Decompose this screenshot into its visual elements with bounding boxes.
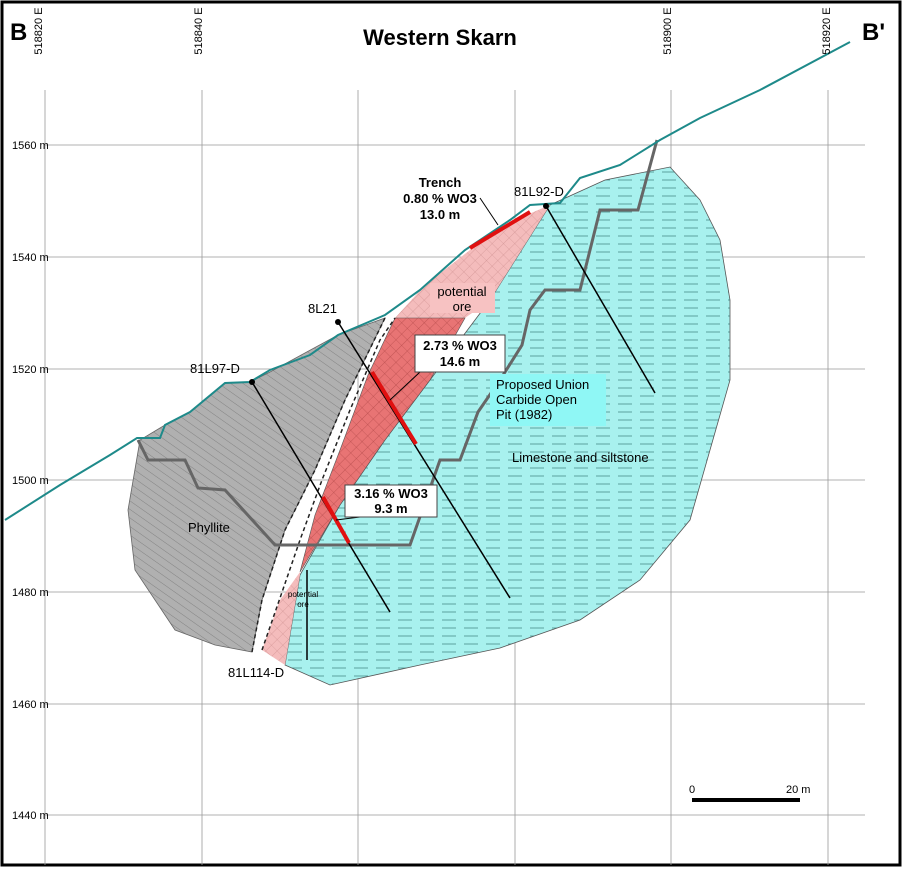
- potential-ore-lower: [262, 572, 300, 665]
- ore-zone: [299, 317, 466, 573]
- pit-outline: [136, 139, 659, 547]
- intercept-length: 13.0 m: [420, 207, 460, 222]
- collar: [335, 319, 341, 325]
- label-box: [430, 283, 495, 313]
- elevation-label: 1520 m: [12, 364, 49, 376]
- elevation-label: 1480 m: [12, 587, 49, 599]
- collar: [249, 379, 255, 385]
- intercept-length: 14.6 m: [440, 354, 480, 369]
- scale-label: 20 m: [786, 784, 810, 796]
- intercept-grade: 0.80 % WO3: [403, 191, 477, 206]
- elevation-label: 1440 m: [12, 810, 49, 822]
- intercept-grade: 2.73 % WO3: [423, 338, 497, 353]
- drill-hole: [545, 205, 656, 394]
- section-end: B: [10, 19, 27, 46]
- drill-hole: [337, 321, 511, 599]
- elevation-label: 1500 m: [12, 475, 49, 487]
- elevation-label: 1460 m: [12, 699, 49, 711]
- contact-line: [261, 317, 396, 651]
- collar: [543, 203, 549, 209]
- contact-line: [251, 317, 386, 653]
- unit-label: potential ore: [437, 284, 486, 314]
- elevation-label: 1540 m: [12, 252, 49, 264]
- section-end: B': [862, 19, 885, 46]
- easting-label: 518900 E: [662, 7, 674, 54]
- leader: [479, 197, 499, 226]
- label-box: [414, 334, 506, 373]
- easting-label: 518820 E: [33, 7, 45, 54]
- drill-hole: [251, 381, 391, 613]
- intercept-name: Trench: [419, 175, 462, 190]
- intercept-length: 9.3 m: [374, 501, 407, 516]
- easting-label: 518840 E: [193, 7, 205, 54]
- topography: [4, 41, 851, 521]
- intercept: [370, 370, 418, 446]
- unit-label: potential ore: [288, 590, 318, 609]
- drill-hole-label: 8L21: [308, 301, 337, 316]
- leader: [389, 371, 421, 401]
- intercept: [468, 210, 532, 250]
- drill-holes: [251, 205, 656, 660]
- easting-label: 518920 E: [821, 7, 833, 54]
- elevation-label: 1560 m: [12, 140, 49, 152]
- label-box: [344, 484, 438, 518]
- title: Western Skarn: [363, 25, 517, 50]
- unit-label: Limestone and siltstone: [512, 450, 649, 465]
- label-box: [490, 374, 606, 426]
- unit-label: Phyllite: [188, 520, 230, 535]
- intercept-grade: 3.16 % WO3: [354, 486, 428, 501]
- drill-hole-label: 81L92-D: [514, 184, 564, 199]
- unit-label: Proposed Union Carbide Open Pit (1982): [496, 377, 589, 422]
- drill-hole-label: 81L97-D: [190, 361, 240, 376]
- drill-hole-label: 81L114-D: [228, 665, 284, 680]
- scale-label: 0: [689, 784, 695, 796]
